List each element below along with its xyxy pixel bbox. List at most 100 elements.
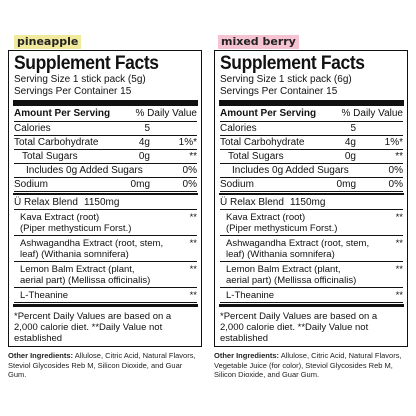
ingredient-row: L-Theanine ** xyxy=(14,288,197,303)
nutrient-name: Includes 0g Added Sugars xyxy=(26,165,143,176)
ingredient-dv: ** xyxy=(395,212,403,223)
flavor-tag-pineapple: pineapple xyxy=(14,35,82,49)
blend-name: Ü Relax Blend xyxy=(220,197,284,208)
nutrient-row-added-sugars: Includes 0g Added Sugars 0% xyxy=(220,164,403,178)
ingredient-dv: ** xyxy=(395,264,403,275)
ingredient-dv: ** xyxy=(395,238,403,249)
dv-header: % Daily Value xyxy=(135,108,197,119)
ingredient-dv: ** xyxy=(189,238,197,249)
ingredient-name: Lemon Balm Extract (plant, aerial part) … xyxy=(226,264,357,286)
nutrient-name: Sodium xyxy=(220,179,254,190)
other-ingredients-text: Allulose, Citric Acid, Natural Flavors, … xyxy=(214,351,402,379)
nutrient-row-sodium: Sodium 0mg 0% xyxy=(14,178,197,192)
divider xyxy=(219,193,404,195)
nutrient-amount: 0g xyxy=(138,151,150,162)
nutrient-name: Calories xyxy=(14,123,51,134)
ingredient-row: Ashwagandha Extract (root, stem, leaf) (… xyxy=(14,236,197,262)
other-ingredients: Other Ingredients: Allulose, Citric Acid… xyxy=(8,351,202,380)
nutrient-amount: 0mg xyxy=(336,179,356,190)
ingredient-row: Lemon Balm Extract (plant, aerial part) … xyxy=(220,262,403,288)
amount-header: Amount Per Serving xyxy=(14,108,111,119)
nutrient-dv: 0% xyxy=(388,165,403,176)
other-ingredients-text: Allulose, Citric Acid, Natural Flavors, … xyxy=(8,351,196,379)
nutrient-dv: 1%* xyxy=(178,137,197,148)
divider xyxy=(219,304,404,307)
nutrient-row-sodium: Sodium 0mg 0% xyxy=(220,178,403,192)
nutrient-name: Total Carbohydrate xyxy=(14,137,99,148)
nutrient-name: Total Sugars xyxy=(228,151,284,162)
nutrient-name: Total Sugars xyxy=(22,151,78,162)
nutrient-dv xyxy=(356,123,403,134)
ingredient-name: Kava Extract (root) (Piper methysticum F… xyxy=(20,212,132,234)
nutrient-name: Includes 0g Added Sugars xyxy=(232,165,349,176)
facts-title: Supplement Facts xyxy=(220,53,365,74)
ingredient-row: Kava Extract (root) (Piper methysticum F… xyxy=(220,210,403,236)
ingredient-name: Kava Extract (root) (Piper methysticum F… xyxy=(226,212,338,234)
nutrient-dv: 0% xyxy=(182,179,197,190)
facts-title: Supplement Facts xyxy=(14,53,159,74)
nutrient-amount: 4g xyxy=(344,137,356,148)
nutrient-amount: 0mg xyxy=(130,179,150,190)
ingredient-row: L-Theanine ** xyxy=(220,288,403,303)
divider xyxy=(13,193,198,195)
nutrient-dv: 0% xyxy=(182,165,197,176)
nutrient-amount: 0g xyxy=(344,151,356,162)
blend-amount: 1150mg xyxy=(84,197,120,208)
other-ingredients-label: Other Ingredients: xyxy=(214,351,280,360)
serving-size: Serving Size 1 stick pack (6g) xyxy=(220,74,352,85)
nutrient-dv xyxy=(150,123,197,134)
nutrient-row-added-sugars: Includes 0g Added Sugars 0% xyxy=(14,164,197,178)
servings-per-container: Servings Per Container 15 xyxy=(14,86,132,97)
column-header: Amount Per Serving % Daily Value xyxy=(220,108,403,122)
ingredient-row: Kava Extract (root) (Piper methysticum F… xyxy=(14,210,197,236)
blend-row: Ü Relax Blend 1150mg xyxy=(220,196,403,209)
nutrient-amount: 5 xyxy=(144,123,150,134)
serving-size: Serving Size 1 stick pack (5g) xyxy=(14,74,146,85)
facts-box: Supplement Facts Serving Size 1 stick pa… xyxy=(214,50,408,347)
other-ingredients: Other Ingredients: Allulose, Citric Acid… xyxy=(214,351,408,380)
footnote: *Percent Daily Values are based on a 2,0… xyxy=(220,311,378,344)
ingredient-row: Lemon Balm Extract (plant, aerial part) … xyxy=(14,262,197,288)
thick-divider xyxy=(219,100,404,106)
other-ingredients-label: Other Ingredients: xyxy=(8,351,74,360)
nutrient-row-sugars: Total Sugars 0g ** xyxy=(14,150,197,164)
flavor-tag-mixed-berry: mixed berry xyxy=(218,35,299,49)
ingredient-name: L-Theanine xyxy=(226,290,275,301)
ingredient-dv: ** xyxy=(189,290,197,301)
nutrient-amount: 5 xyxy=(350,123,356,134)
blend-name: Ü Relax Blend xyxy=(14,197,78,208)
nutrient-row-carb: Total Carbohydrate 4g 1%* xyxy=(14,136,197,150)
column-header: Amount Per Serving % Daily Value xyxy=(14,108,197,122)
ingredient-row: Ashwagandha Extract (root, stem, leaf) (… xyxy=(220,236,403,262)
dv-header: % Daily Value xyxy=(341,108,403,119)
amount-header: Amount Per Serving xyxy=(220,108,317,119)
nutrient-dv: 1%* xyxy=(384,137,403,148)
nutrient-row-calories: Calories 5 xyxy=(220,122,403,136)
servings-per-container: Servings Per Container 15 xyxy=(220,86,338,97)
nutrient-dv: 0% xyxy=(388,179,403,190)
ingredient-dv: ** xyxy=(189,264,197,275)
supplement-facts-panel-left: Supplement Facts Serving Size 1 stick pa… xyxy=(8,38,202,380)
nutrient-name: Sodium xyxy=(14,179,48,190)
thick-divider xyxy=(13,100,198,106)
ingredient-name: L-Theanine xyxy=(20,290,69,301)
blend-row: Ü Relax Blend 1150mg xyxy=(14,196,197,209)
nutrient-dv: ** xyxy=(395,151,403,162)
blend-amount: 1150mg xyxy=(290,197,326,208)
footnote: *Percent Daily Values are based on a 2,0… xyxy=(14,311,172,344)
nutrient-amount: 4g xyxy=(138,137,150,148)
ingredient-dv: ** xyxy=(189,212,197,223)
nutrient-row-calories: Calories 5 xyxy=(14,122,197,136)
ingredient-name: Ashwagandha Extract (root, stem, leaf) (… xyxy=(226,238,370,260)
nutrient-row-carb: Total Carbohydrate 4g 1%* xyxy=(220,136,403,150)
divider xyxy=(13,304,198,307)
nutrient-row-sugars: Total Sugars 0g ** xyxy=(220,150,403,164)
ingredient-name: Ashwagandha Extract (root, stem, leaf) (… xyxy=(20,238,164,260)
nutrient-dv: ** xyxy=(189,151,197,162)
ingredient-dv: ** xyxy=(395,290,403,301)
facts-box: Supplement Facts Serving Size 1 stick pa… xyxy=(8,50,202,347)
supplement-facts-panel-right: Supplement Facts Serving Size 1 stick pa… xyxy=(214,38,408,380)
ingredient-name: Lemon Balm Extract (plant, aerial part) … xyxy=(20,264,151,286)
nutrient-name: Total Carbohydrate xyxy=(220,137,305,148)
nutrient-name: Calories xyxy=(220,123,257,134)
